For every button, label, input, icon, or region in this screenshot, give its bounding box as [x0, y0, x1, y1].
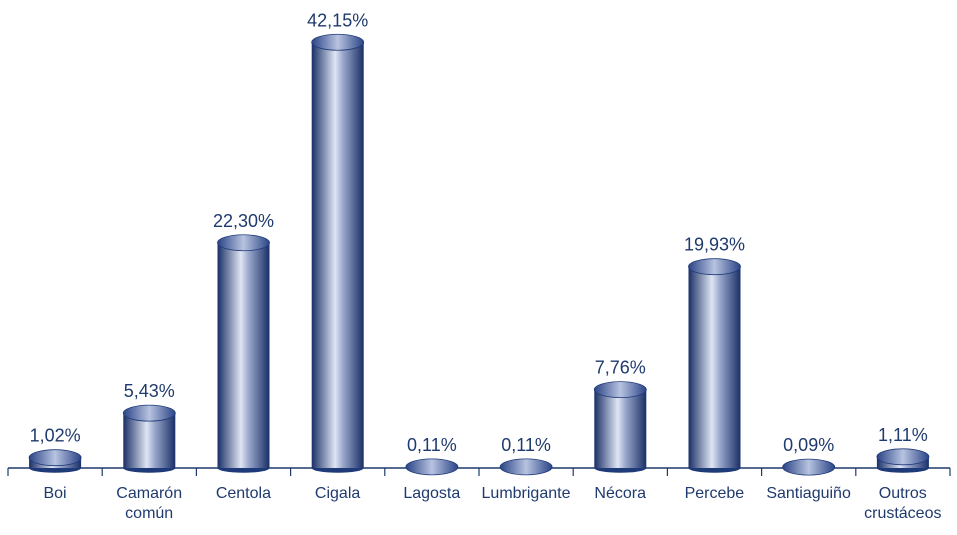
- x-tick-label: Cigala: [314, 485, 361, 502]
- bar-top: [782, 458, 836, 476]
- x-tick-label: Lagosta: [403, 485, 461, 502]
- x-tick-label: Santiaguiño: [766, 485, 851, 502]
- bar-top: [122, 404, 176, 422]
- value-label: 22,30%: [213, 211, 274, 231]
- x-tick-label: Boi: [43, 485, 67, 502]
- value-label: 42,15%: [307, 10, 368, 30]
- bar: [594, 389, 647, 468]
- x-tick-label: Centola: [215, 485, 271, 502]
- x-tick-label: Nécora: [594, 485, 646, 502]
- bar: [311, 42, 364, 468]
- bar-top: [311, 33, 365, 51]
- bar: [123, 413, 176, 468]
- bar-top: [405, 458, 459, 476]
- x-tick-label: Percebe: [684, 485, 745, 502]
- x-tick-label: Lumbrigante: [481, 485, 571, 502]
- value-label: 0,11%: [501, 435, 551, 455]
- bar-top: [28, 449, 82, 467]
- bar-top: [217, 234, 270, 252]
- value-label: 1,11%: [878, 425, 928, 445]
- bar-top: [876, 448, 930, 466]
- bar: [688, 266, 741, 468]
- value-label: 19,93%: [684, 235, 745, 255]
- value-label: 1,02%: [30, 426, 81, 446]
- value-label: 7,76%: [595, 358, 646, 378]
- bar-top: [499, 458, 553, 476]
- value-label: 0,09%: [783, 435, 834, 455]
- x-tick-label: Camarón común: [116, 485, 183, 522]
- value-label: 5,43%: [124, 381, 175, 401]
- value-label: 0,11%: [407, 435, 457, 455]
- x-tick-label: Outros crustáceos: [864, 485, 942, 522]
- bar-top: [688, 258, 741, 276]
- bar: [217, 242, 270, 468]
- bar-top: [593, 381, 647, 399]
